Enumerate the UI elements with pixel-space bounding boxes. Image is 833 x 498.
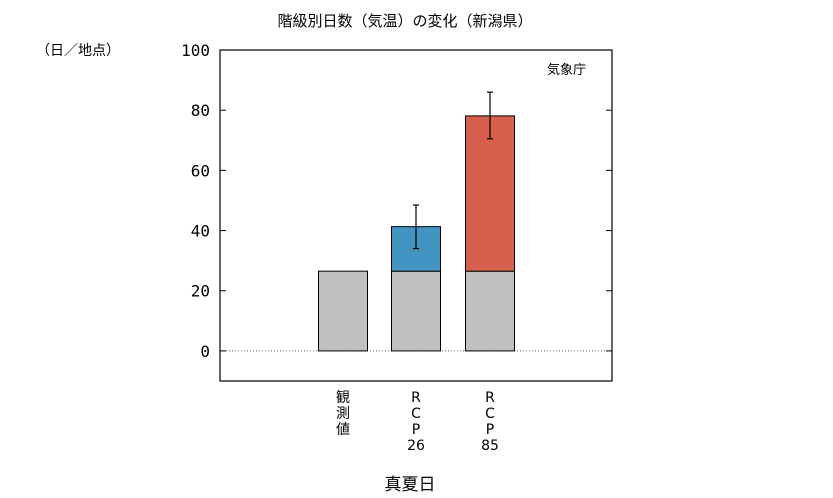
y-tick-label: 100	[181, 41, 210, 60]
x-tick-label-0: 観測値	[336, 389, 350, 438]
x-tick-label-2: R C P 85	[481, 390, 499, 454]
error-bars-group	[413, 91, 493, 250]
x-tick-label-1: R C P 26	[407, 390, 425, 454]
x-axis: 観測値 R C P 26 R C P 85	[336, 389, 499, 454]
bar-base-0	[318, 270, 368, 352]
y-tick-label: 0	[200, 342, 210, 361]
x-axis-label: 真夏日	[385, 475, 436, 495]
plot-frame	[219, 49, 613, 382]
y-tick-label: 60	[191, 161, 210, 180]
y-tick-label: 40	[191, 222, 210, 241]
chart-title: 階級別日数（気温）の変化（新潟県）	[277, 12, 532, 30]
bar-base-1	[391, 270, 441, 352]
bars-group	[318, 115, 515, 352]
y-tick-label: 20	[191, 282, 210, 301]
source-label: 気象庁	[547, 62, 586, 78]
y-axis: 0 20 40 60 80 100	[181, 41, 612, 361]
y-axis-unit-label: （日／地点）	[36, 43, 120, 59]
bar-base-2	[465, 270, 515, 352]
bar-change-2	[465, 115, 515, 272]
y-tick-label: 80	[191, 101, 210, 120]
